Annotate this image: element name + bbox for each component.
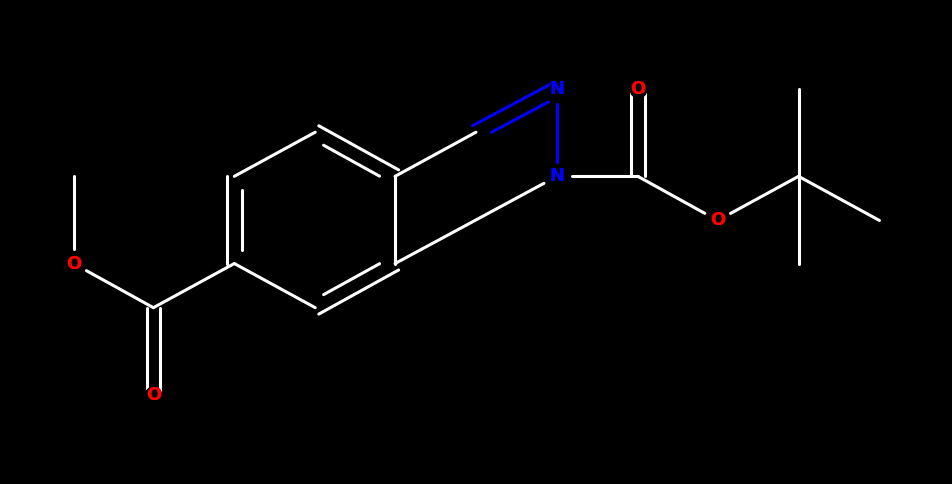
Text: O: O [709,212,724,229]
Text: O: O [66,255,81,272]
Text: O: O [709,212,724,229]
Text: N: N [548,80,564,98]
Text: O: O [146,386,161,404]
Text: N: N [548,80,564,98]
Text: O: O [629,80,645,98]
Text: N: N [548,167,564,185]
Text: O: O [66,255,81,272]
Text: O: O [629,80,645,98]
Text: N: N [548,167,564,185]
Text: O: O [146,386,161,404]
